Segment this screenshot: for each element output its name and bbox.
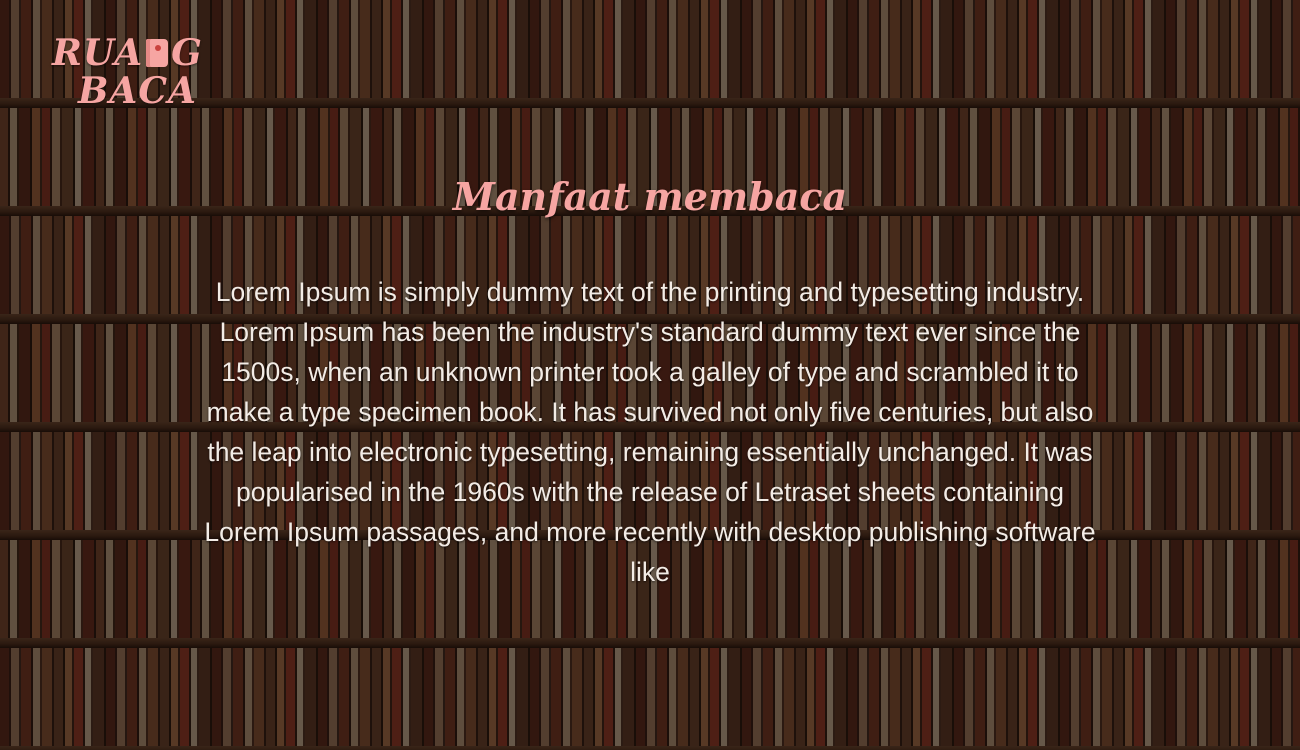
site-logo[interactable]: RUA G BACA [52,34,232,110]
body-paragraph: Lorem Ipsum is simply dummy text of the … [204,277,1096,587]
logo-text-prefix: RUA [52,32,144,74]
book-icon [146,39,169,67]
page-title: Manfaat membaca [452,174,848,219]
logo-line-1: RUA G [52,34,232,72]
logo-text-suffix: G [171,32,203,74]
logo-line-2: BACA [78,70,197,112]
